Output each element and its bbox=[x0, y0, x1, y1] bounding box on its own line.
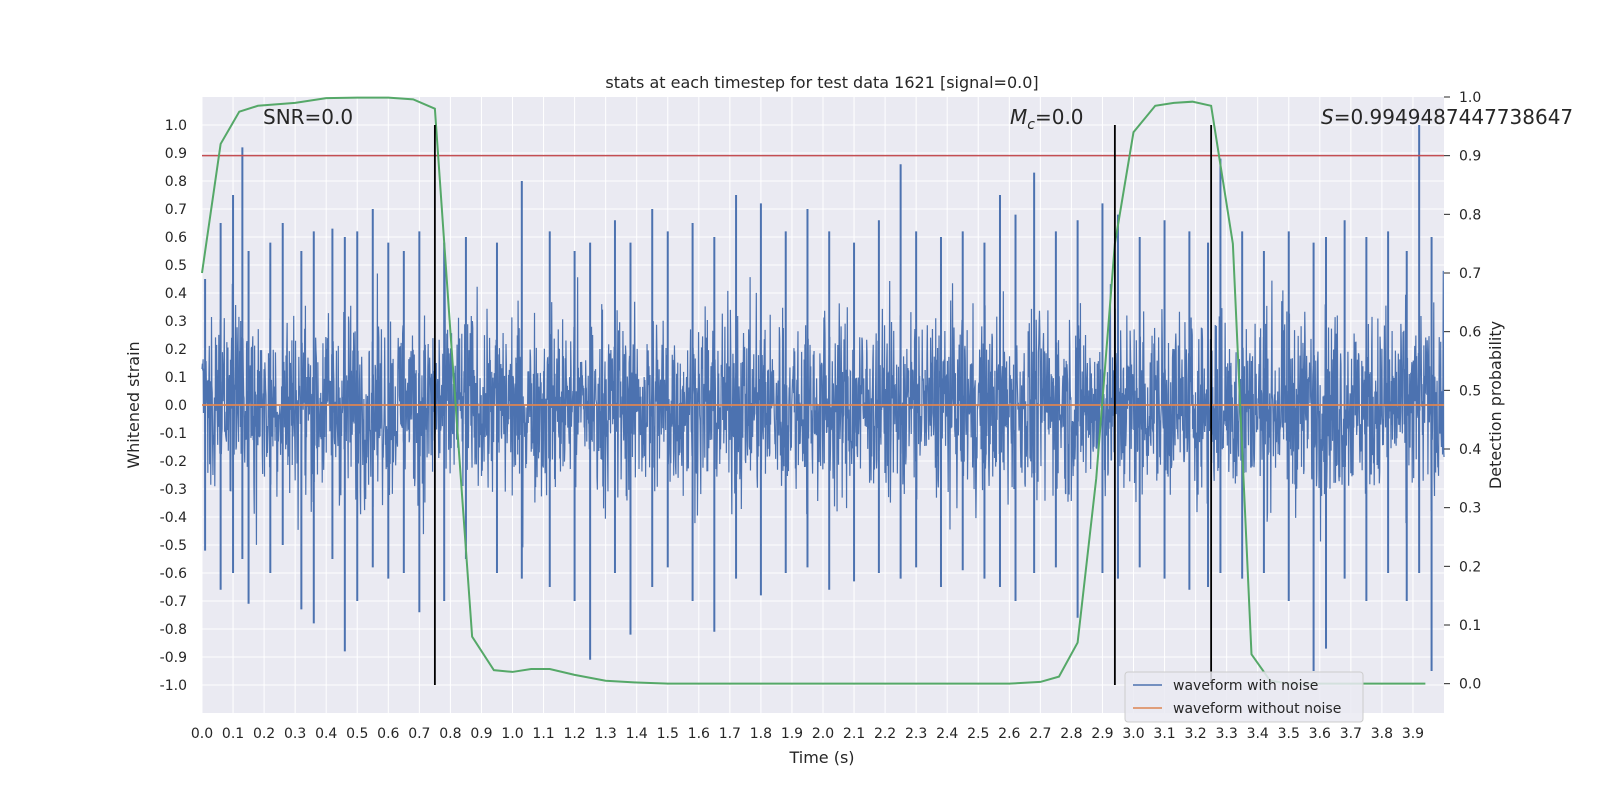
x-tick-label: 0.0 bbox=[191, 726, 213, 742]
right-y-tick-label: 0.1 bbox=[1459, 618, 1481, 634]
x-tick-label: 2.8 bbox=[1060, 726, 1082, 742]
right-y-tick-label: 0.3 bbox=[1459, 501, 1481, 517]
y-tick-label: -0.2 bbox=[160, 454, 187, 470]
score-symbol: S bbox=[1321, 105, 1334, 129]
y-tick-label: -0.8 bbox=[160, 622, 187, 638]
x-tick-labels: 0.0 0.1 0.2 0.3 0.4 0.5 0.6 0.7 0.8 0.9 1.0 1.1 1.2 1… bbox=[191, 726, 1424, 742]
x-tick-label: 3.7 bbox=[1340, 726, 1362, 742]
y-tick-label: 0.9 bbox=[165, 146, 187, 162]
x-tick-label: 3.1 bbox=[1153, 726, 1175, 742]
y-tick-label: 0.7 bbox=[165, 202, 187, 218]
x-tick-label: 3.4 bbox=[1247, 726, 1269, 742]
x-tick-label: 2.9 bbox=[1091, 726, 1113, 742]
x-tick-label: 2.1 bbox=[843, 726, 865, 742]
y-axis-label: Whitened strain bbox=[124, 341, 143, 468]
x-tick-label: 3.5 bbox=[1278, 726, 1300, 742]
snr-annotation: SNR=0.0 bbox=[263, 105, 353, 129]
x-tick-label: 1.4 bbox=[626, 726, 648, 742]
right-y-tick-label: 0.5 bbox=[1459, 383, 1481, 399]
x-tick-label: 0.6 bbox=[377, 726, 399, 742]
x-tick-label: 2.6 bbox=[998, 726, 1020, 742]
right-y-tick-label: 0.8 bbox=[1459, 207, 1481, 223]
x-tick-label: 1.5 bbox=[657, 726, 679, 742]
chirp-mass-value: =0.0 bbox=[1035, 105, 1084, 129]
legend-label-clean: waveform without noise bbox=[1173, 701, 1341, 717]
x-tick-label: 2.3 bbox=[905, 726, 927, 742]
y-tick-label: 0.5 bbox=[165, 258, 187, 274]
right-y-axis-label: Detection probability bbox=[1486, 321, 1505, 489]
y-tick-label: 0.6 bbox=[165, 230, 187, 246]
right-y-tick-label: 0.6 bbox=[1459, 325, 1481, 341]
series-layer bbox=[201, 96, 1445, 685]
x-tick-label: 2.2 bbox=[874, 726, 896, 742]
x-tick-label: 1.1 bbox=[532, 726, 554, 742]
y-tick-label: -0.3 bbox=[160, 482, 187, 498]
right-y-tick-labels: 1.0 0.9 0.8 0.7 0.6 0.5 0.4 0.3 0.2 0.1 0.0 bbox=[1444, 90, 1481, 693]
x-tick-label: 0.9 bbox=[470, 726, 492, 742]
y-tick-label: 1.0 bbox=[165, 118, 187, 134]
y-tick-label: -0.1 bbox=[160, 426, 187, 442]
score-value: =0.9949487447738647 bbox=[1334, 105, 1573, 129]
x-tick-label: 3.6 bbox=[1309, 726, 1331, 742]
x-tick-label: 1.7 bbox=[719, 726, 741, 742]
x-tick-label: 2.7 bbox=[1029, 726, 1051, 742]
chirp-mass-subscript: c bbox=[1027, 117, 1035, 133]
legend-box bbox=[1124, 671, 1364, 723]
y-tick-label: -0.9 bbox=[160, 650, 187, 666]
right-y-tick-label: 0.7 bbox=[1459, 266, 1481, 282]
x-axis-label: Time (s) bbox=[788, 748, 854, 767]
y-tick-label: -0.5 bbox=[160, 538, 187, 554]
x-tick-label: 0.7 bbox=[408, 726, 430, 742]
y-tick-label: -0.7 bbox=[160, 594, 187, 610]
y-tick-label: 0.4 bbox=[165, 286, 187, 302]
x-tick-label: 0.8 bbox=[439, 726, 461, 742]
x-tick-label: 3.3 bbox=[1216, 726, 1238, 742]
x-tick-label: 0.3 bbox=[284, 726, 306, 742]
y-tick-label: -0.6 bbox=[160, 566, 187, 582]
y-tick-label: 0.1 bbox=[165, 370, 187, 386]
y-tick-label: 0.0 bbox=[165, 398, 187, 414]
x-tick-label: 1.3 bbox=[595, 726, 617, 742]
x-tick-label: 1.8 bbox=[750, 726, 772, 742]
x-tick-label: 0.2 bbox=[253, 726, 275, 742]
right-y-tick-label: 1.0 bbox=[1459, 90, 1481, 106]
x-tick-label: 3.0 bbox=[1122, 726, 1144, 742]
right-y-tick-label: 0.2 bbox=[1459, 559, 1481, 575]
x-tick-label: 3.8 bbox=[1371, 726, 1393, 742]
legend-label-noise: waveform with noise bbox=[1173, 678, 1318, 694]
right-y-tick-label: 0.0 bbox=[1459, 677, 1481, 693]
y-tick-label: 0.8 bbox=[165, 174, 187, 190]
y-tick-label: 0.2 bbox=[165, 342, 187, 358]
chart-title: stats at each timestep for test data 162… bbox=[605, 73, 1038, 92]
x-tick-label: 3.9 bbox=[1402, 726, 1424, 742]
x-tick-label: 1.9 bbox=[781, 726, 803, 742]
x-tick-label: 3.2 bbox=[1184, 726, 1206, 742]
legend: waveform with noise waveform without noi… bbox=[1124, 671, 1364, 723]
y-tick-label: 0.3 bbox=[165, 314, 187, 330]
x-tick-label: 2.0 bbox=[812, 726, 834, 742]
x-tick-label: 1.2 bbox=[563, 726, 585, 742]
right-y-tick-label: 0.4 bbox=[1459, 442, 1481, 458]
x-tick-label: 2.4 bbox=[936, 726, 958, 742]
chirp-mass-symbol: M bbox=[1010, 105, 1027, 129]
score-annotation: S=0.9949487447738647 bbox=[1321, 105, 1573, 129]
chirp-mass-annotation: Mc=0.0 bbox=[1010, 105, 1084, 133]
x-tick-label: 1.0 bbox=[501, 726, 523, 742]
x-tick-label: 0.5 bbox=[346, 726, 368, 742]
x-tick-label: 0.4 bbox=[315, 726, 337, 742]
x-tick-label: 2.5 bbox=[967, 726, 989, 742]
y-tick-label: -1.0 bbox=[160, 678, 187, 694]
noise-waveform-line bbox=[201, 267, 1445, 548]
x-tick-label: 0.1 bbox=[222, 726, 244, 742]
right-y-tick-label: 0.9 bbox=[1459, 149, 1481, 165]
y-tick-label: -0.4 bbox=[160, 510, 187, 526]
y-tick-labels: 1.0 0.9 0.8 0.7 0.6 0.5 0.4 0.3 0.2 0.1 0.0 -0.1 -0.… bbox=[160, 118, 187, 694]
x-tick-label: 1.6 bbox=[688, 726, 710, 742]
detection-probability-line bbox=[201, 96, 1426, 685]
